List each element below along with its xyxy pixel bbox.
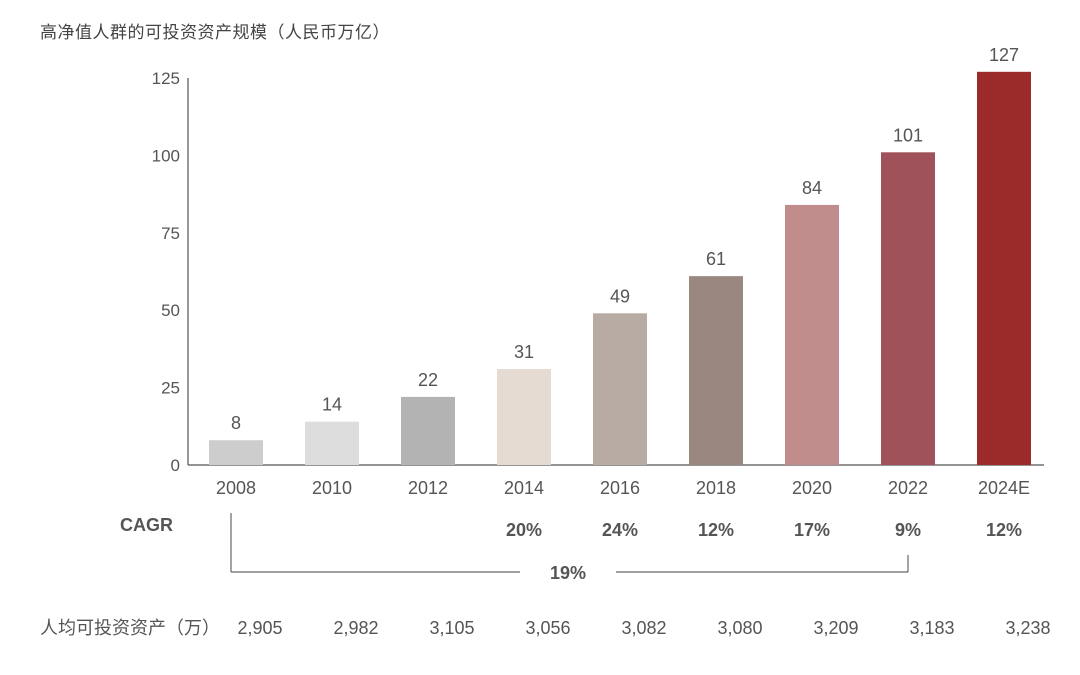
per-capita-value: 3,238 [1005, 618, 1050, 638]
per-capita-value: 3,082 [621, 618, 666, 638]
cagr-value: 12% [698, 520, 734, 540]
chart-title: 高净值人群的可投资资产规模（人民币万亿） [40, 23, 390, 43]
x-tick-label: 2022 [888, 478, 928, 498]
cagr-value: 12% [986, 520, 1022, 540]
x-tick-label: 2018 [696, 478, 736, 498]
x-tick-label: 2010 [312, 478, 352, 498]
y-tick-label: 0 [171, 456, 180, 475]
x-tick-label: 2020 [792, 478, 832, 498]
bar-2020 [785, 204, 839, 465]
cagr-value: 20% [506, 520, 542, 540]
per-capita-value: 2,905 [237, 618, 282, 638]
bars [209, 71, 1031, 466]
bar-2024E [977, 71, 1031, 466]
cagr-bracket: 19% [230, 513, 909, 583]
bar-2016 [593, 313, 647, 465]
per-capita-value: 3,056 [525, 618, 570, 638]
bar-2010 [305, 421, 359, 465]
x-tick-label: 2024E [978, 478, 1030, 498]
bar-2018 [689, 276, 743, 465]
per-capita-value: 3,209 [813, 618, 858, 638]
per-capita-row-label: 人均可投资资产（万） [40, 618, 220, 638]
y-ticks: 0 25 50 75 100 125 [152, 69, 180, 475]
value-labels: 8 14 22 31 49 61 84 101 127 [231, 45, 1019, 433]
value-label: 101 [893, 125, 923, 145]
cagr-value: 24% [602, 520, 638, 540]
x-tick-label: 2012 [408, 478, 448, 498]
per-capita-value: 2,982 [333, 618, 378, 638]
per-capita-values: 2,905 2,982 3,105 3,056 3,082 3,080 3,209 3,183… [237, 618, 1050, 638]
y-tick-label: 25 [161, 379, 180, 398]
bar-2012 [401, 396, 455, 465]
x-labels: 2008 2010 2012 2014 2016 2018 2020 2022 2024E [216, 478, 1030, 498]
value-label: 61 [706, 249, 726, 269]
cagr-value: 17% [794, 520, 830, 540]
cagr-overall-label: 19% [550, 563, 586, 583]
value-label: 22 [418, 370, 438, 390]
y-tick-label: 50 [161, 301, 180, 320]
x-tick-label: 2014 [504, 478, 544, 498]
bar-2022 [881, 152, 935, 465]
per-capita-value: 3,105 [429, 618, 474, 638]
y-tick-label: 100 [152, 146, 180, 165]
y-tick-label: 75 [161, 224, 180, 243]
value-label: 49 [610, 286, 630, 306]
value-label: 31 [514, 342, 534, 362]
cagr-values: 20% 24% 12% 17% 9% 12% [506, 520, 1022, 540]
bar-2008 [209, 440, 263, 465]
per-capita-value: 3,080 [717, 618, 762, 638]
x-tick-label: 2008 [216, 478, 256, 498]
x-tick-label: 2016 [600, 478, 640, 498]
bar-2014 [497, 369, 551, 465]
value-label: 14 [322, 395, 342, 415]
per-capita-value: 3,183 [909, 618, 954, 638]
cagr-value: 9% [895, 520, 921, 540]
value-label: 8 [231, 413, 241, 433]
value-label: 127 [989, 45, 1019, 65]
y-tick-label: 125 [152, 69, 180, 88]
value-label: 84 [802, 178, 822, 198]
cagr-row-label: CAGR [120, 515, 173, 535]
